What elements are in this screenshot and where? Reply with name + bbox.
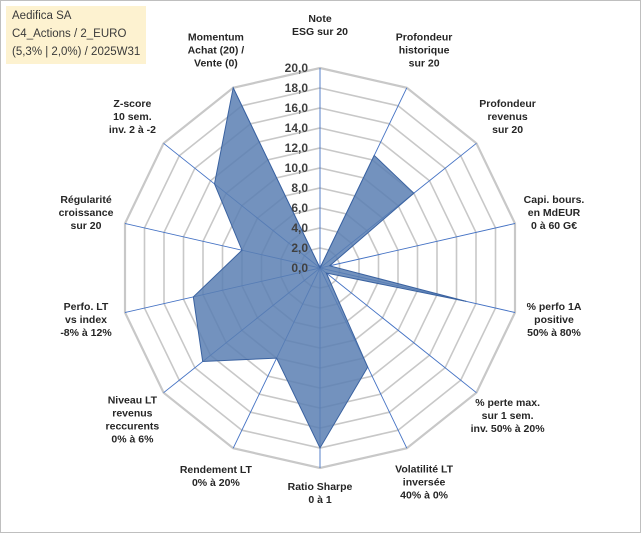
tick-label: 14,0: [285, 121, 309, 135]
axis-spoke: [319, 223, 516, 269]
category-label-line: reccurents: [106, 420, 160, 432]
category-label-line: Volatilité LT: [395, 463, 454, 475]
category-label-line: Régularité: [60, 194, 112, 206]
category-label-line: 40% à 0%: [400, 489, 449, 501]
category-label-line: sur 20: [492, 124, 523, 136]
tick-label: 12,0: [285, 141, 309, 155]
category-label-line: sur 1 sem.: [482, 410, 534, 422]
category-label-line: % perte max.: [475, 397, 540, 409]
category-label-line: revenus: [487, 111, 527, 123]
category-label-line: Capi. bours.: [524, 194, 585, 206]
category-label-line: Profondeur: [396, 32, 453, 44]
tick-label: 20,0: [285, 61, 309, 75]
category-label: Rendement LT0% à 20%: [180, 464, 253, 489]
tick-label: 4,0: [291, 221, 308, 235]
category-label-line: Perfo. LT: [64, 301, 109, 313]
category-label-line: Note: [308, 13, 331, 25]
category-label-line: revenus: [112, 407, 152, 419]
category-label-line: historique: [399, 45, 450, 57]
info-line-period: (5,3% | 2,0%) / 2025W31: [12, 46, 141, 58]
category-label-line: sur 20: [71, 220, 102, 232]
radar-series: [192, 86, 467, 450]
info-line-category: C4_Actions / 2_EURO: [12, 28, 127, 40]
category-label-line: 0 à 60 G€: [531, 220, 577, 232]
category-label-line: ESG sur 20: [292, 26, 348, 38]
category-label-line: -8% à 12%: [60, 327, 112, 339]
category-label-line: 10 sem.: [113, 111, 152, 123]
tick-label: 10,0: [285, 161, 309, 175]
tick-label: 6,0: [291, 201, 308, 215]
info-line-company: Aedifica SA: [12, 10, 72, 22]
category-label: % perte max.sur 1 sem.inv. 50% à 20%: [471, 397, 546, 435]
category-label-line: inversée: [403, 476, 446, 488]
category-label-line: en MdEUR: [528, 207, 581, 219]
tick-label: 16,0: [285, 101, 309, 115]
category-label-line: % perfo 1A: [527, 301, 582, 313]
tick-label: 2,0: [291, 241, 308, 255]
category-label-line: Achat (20) /: [188, 45, 245, 57]
radial-tick-labels: 0,0 2,0 4,0 6,0 8,0 10,0 12,0 14,0 16,0 18,0 20,0: [285, 61, 309, 275]
tick-label: 8,0: [291, 181, 308, 195]
category-label-line: Momentum: [188, 32, 244, 44]
info-box: Aedifica SA C4_Actions / 2_EURO (5,3% | …: [6, 6, 146, 64]
category-label-line: Z-score: [113, 98, 151, 110]
category-label-line: inv. 2 à -2: [109, 124, 156, 136]
series-area: [192, 86, 467, 450]
category-label-line: inv. 50% à 20%: [471, 423, 546, 435]
category-label-line: Vente (0): [194, 58, 238, 70]
category-label-line: 0% à 6%: [111, 433, 154, 445]
category-label-line: 0 à 1: [308, 494, 332, 506]
axis-spoke: [319, 267, 477, 394]
category-label-line: 50% à 80%: [527, 327, 581, 339]
category-label-line: sur 20: [409, 58, 440, 70]
category-label-line: 0% à 20%: [192, 477, 241, 489]
category-label-line: vs index: [65, 314, 107, 326]
category-label-line: croissance: [59, 207, 114, 219]
category-label-line: Profondeur: [479, 98, 536, 110]
category-label-line: positive: [534, 314, 574, 326]
tick-label: 18,0: [285, 81, 309, 95]
tick-label: 0,0: [291, 261, 308, 275]
category-label-line: Niveau LT: [108, 394, 158, 406]
category-label-line: Rendement LT: [180, 464, 253, 476]
category-label-line: Ratio Sharpe: [288, 481, 353, 493]
